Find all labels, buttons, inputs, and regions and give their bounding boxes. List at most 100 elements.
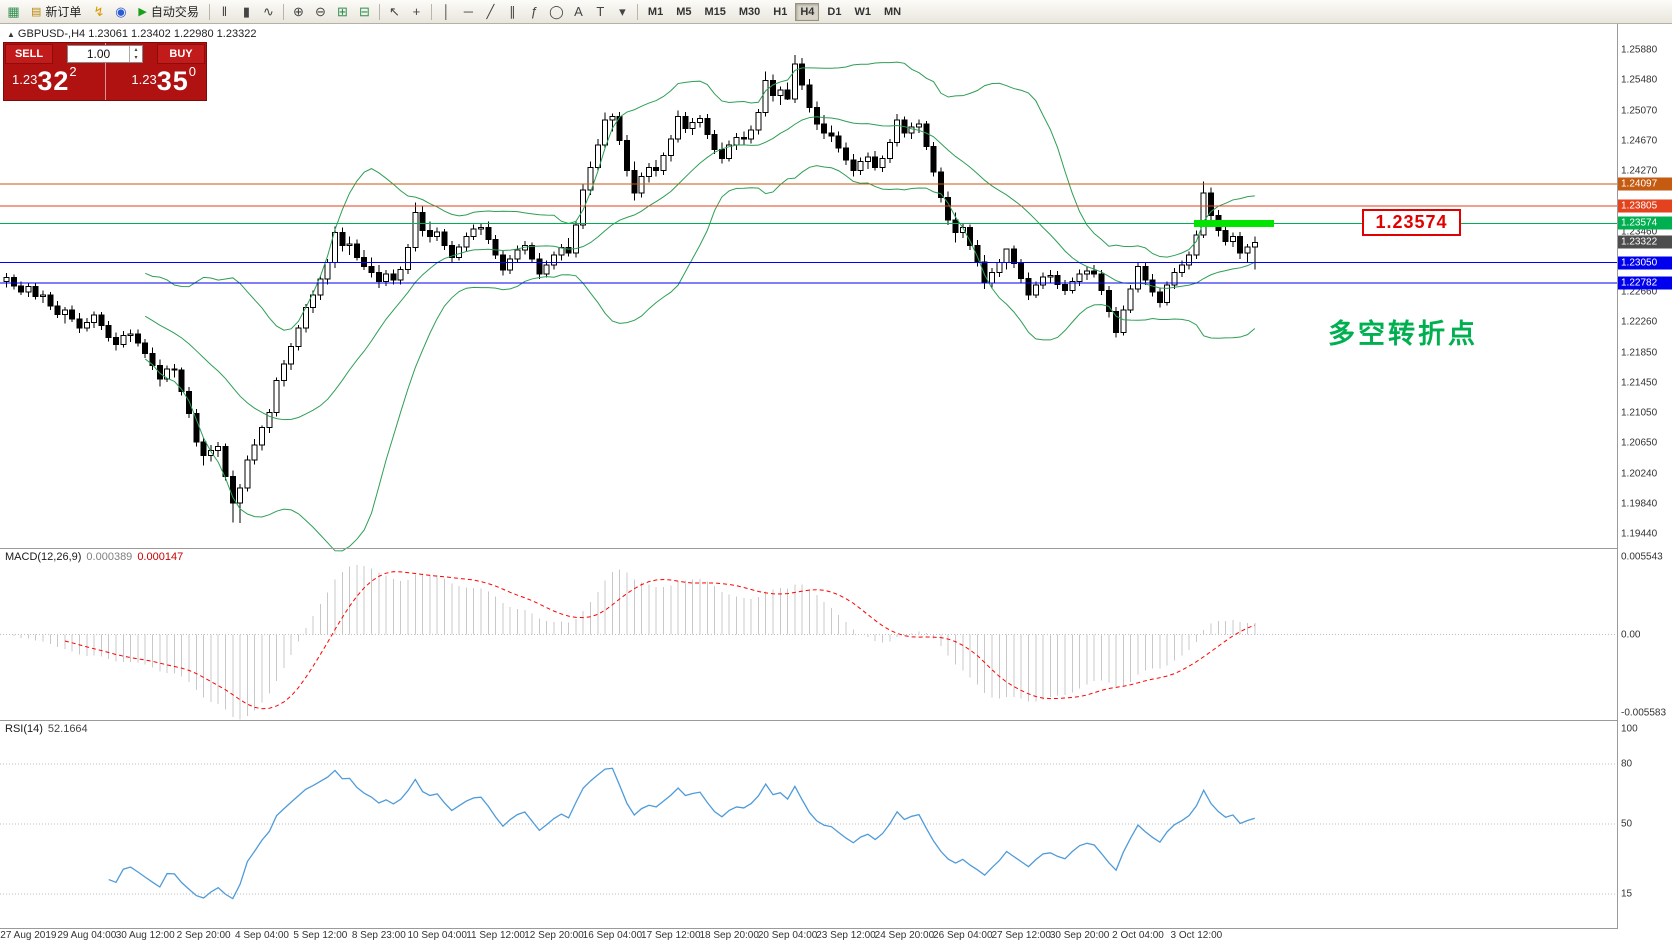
symbol-arrow-icon: ▲ — [7, 30, 15, 39]
price-tick: 1.20650 — [1621, 437, 1658, 449]
hline-price-label: 1.23050 — [1618, 256, 1672, 270]
volume-increase-icon[interactable]: ▴ — [134, 47, 138, 53]
arrows-icon[interactable]: ▾ — [619, 3, 626, 19]
time-tick: 20 Sep 04:00 — [757, 930, 818, 941]
rsi-scale-tick: 80 — [1621, 758, 1633, 770]
chart-ohlc-text: GBPUSD-,H4 1.23061 1.23402 1.22980 1.233… — [17, 28, 257, 40]
text-label-icon[interactable]: T — [596, 4, 605, 19]
price-tick: 1.24670 — [1621, 135, 1658, 147]
hline-price-label: 1.22782 — [1618, 276, 1672, 290]
time-tick: 30 Aug 12:00 — [115, 930, 175, 941]
time-tick: 8 Sep 23:00 — [351, 930, 406, 941]
toolbar-separator — [378, 3, 380, 20]
line-chart-mode-icon[interactable]: ∿ — [262, 3, 274, 19]
timeframe-d1[interactable]: D1 — [827, 5, 842, 18]
zoom-out-icon[interactable]: ⊖ — [314, 3, 326, 19]
new-chart-icon[interactable]: ▦ — [7, 3, 20, 19]
buy-button[interactable]: BUY — [157, 44, 205, 64]
bar-chart-mode-icon[interactable]: ‖ — [221, 4, 228, 19]
tile-windows-icon[interactable]: ⊞ — [336, 3, 348, 19]
buy-price-prefix: 1.23 — [131, 72, 157, 87]
timeframe-h1[interactable]: H1 — [773, 5, 788, 18]
time-tick: 2 Sep 20:00 — [176, 930, 231, 941]
time-axis[interactable]: 27 Aug 2019 29 Aug 04:00 30 Aug 12:00 2 Sep… — [0, 929, 1617, 942]
price-tick: 1.20240 — [1621, 468, 1658, 480]
time-tick: 11 Sep 12:00 — [466, 930, 525, 941]
time-tick: 29 Aug 04:00 — [57, 930, 117, 941]
time-tick: 4 Sep 04:00 — [235, 930, 289, 941]
buy-price-sup: 0 — [188, 64, 196, 79]
macd-scale-tick: 0.00 — [1621, 629, 1641, 641]
toolbar: ▦ ▤ 新订单 ↯ ◉ ▶ 自动交易 ‖ ▮ ∿ ⊕ ⊖ ⊞ ⊟ ↖ + │ ─ ╱ ∥ ƒ ◯ A T ▾ M1 M5 M15 M30… — [0, 0, 1672, 24]
time-tick: 5 Sep 12:00 — [293, 930, 348, 941]
horizontal-line-icon[interactable]: ─ — [463, 4, 474, 19]
timeframe-m15[interactable]: M15 — [704, 5, 726, 18]
volume-input[interactable] — [68, 47, 129, 61]
auto-trading-button[interactable]: ▶ 自动交易 — [132, 2, 204, 22]
text-icon[interactable]: A — [574, 4, 583, 19]
time-tick: 26 Sep 04:00 — [933, 930, 993, 941]
auto-trading-button-label: 自动交易 — [150, 5, 199, 19]
arrange-windows-icon[interactable]: ⊟ — [358, 3, 370, 19]
sell-price-prefix: 1.23 — [12, 72, 38, 87]
toolbar-separator — [208, 3, 210, 20]
timeframe-m5[interactable]: M5 — [676, 5, 692, 18]
rsi-name: RSI(14) — [5, 723, 43, 735]
price-tick: 1.19440 — [1621, 528, 1658, 540]
price-scale[interactable]: 1.25880 1.25480 1.25070 1.24670 1.24270 1.234… — [1618, 24, 1672, 929]
time-tick: 18 Sep 20:00 — [699, 930, 759, 941]
price-tick: 1.23460 — [1621, 226, 1658, 238]
price-callout[interactable]: 1.23574 — [1362, 209, 1461, 236]
timeframe-w1[interactable]: W1 — [854, 5, 871, 18]
lightning-icon[interactable]: ↯ — [93, 3, 105, 19]
timeframe-mn[interactable]: MN — [883, 5, 902, 18]
sell-button[interactable]: SELL — [5, 44, 53, 64]
rsi-label: RSI(14) 52.1664 — [5, 723, 88, 735]
trendline-icon[interactable]: ╱ — [486, 3, 495, 19]
rsi-value: 52.1664 — [47, 723, 88, 735]
volume-decrease-icon[interactable]: ▾ — [134, 55, 138, 61]
vertical-line-icon[interactable]: │ — [442, 4, 451, 19]
time-tick: 24 Sep 20:00 — [874, 930, 935, 941]
hline-price-label: 1.23805 — [1618, 199, 1672, 213]
macd-label: MACD(12,26,9) 0.000389 0.000147 — [5, 551, 183, 563]
time-tick: 27 Sep 12:00 — [991, 930, 1051, 941]
fibonacci-icon[interactable]: ƒ — [530, 4, 539, 19]
chart-ohlc-info: ▲ GBPUSD-,H4 1.23061 1.23402 1.22980 1.23… — [7, 28, 256, 40]
timeframe-h4[interactable]: H4 — [795, 2, 820, 21]
hline-price-label: 1.24097 — [1618, 177, 1672, 191]
price-tick: 1.25070 — [1621, 105, 1658, 117]
macd-scale-tick: 0.005543 — [1621, 551, 1663, 563]
time-tick: 17 Sep 12:00 — [641, 930, 701, 941]
price-tick: 1.25480 — [1621, 74, 1658, 86]
new-order-button[interactable]: ▤ 新订单 — [25, 2, 87, 22]
cursor-icon[interactable]: ↖ — [388, 3, 400, 19]
rsi-scale-tick: 100 — [1621, 723, 1638, 735]
volume-spinner: ▴ ▾ — [129, 46, 142, 62]
timeframe-m30[interactable]: M30 — [738, 5, 761, 18]
current-price-label: 1.23322 — [1618, 235, 1672, 249]
shapes-icon[interactable]: ◯ — [549, 3, 564, 19]
auto-trading-button-icon: ▶ — [138, 6, 147, 18]
time-tick: 23 Sep 12:00 — [816, 930, 876, 941]
time-tick: 27 Aug 2019 — [0, 930, 57, 941]
time-tick: 10 Sep 04:00 — [407, 930, 467, 941]
buy-price-big: 35 — [156, 66, 189, 96]
rsi-scale-tick: 15 — [1621, 888, 1633, 900]
turning-point-annotation: 多空转折点 — [1328, 319, 1478, 349]
profile-icon[interactable]: ◉ — [115, 3, 127, 19]
timeframe-m1[interactable]: M1 — [647, 5, 664, 18]
price-tick: 1.21450 — [1621, 377, 1658, 389]
channel-icon[interactable]: ∥ — [509, 3, 516, 19]
sell-price-big: 32 — [37, 66, 70, 96]
buy-price: 1.23350 — [131, 64, 196, 97]
time-tick: 16 Sep 04:00 — [582, 930, 643, 941]
volume-field: ▴ ▾ — [67, 45, 143, 63]
candlestick-mode-icon[interactable]: ▮ — [242, 3, 250, 19]
time-tick: 2 Oct 04:00 — [1112, 930, 1164, 941]
crosshair-icon[interactable]: + — [412, 4, 421, 19]
new-order-button-icon: ▤ — [31, 6, 42, 18]
toolbar-separator — [430, 3, 432, 20]
zoom-in-icon[interactable]: ⊕ — [292, 3, 304, 19]
